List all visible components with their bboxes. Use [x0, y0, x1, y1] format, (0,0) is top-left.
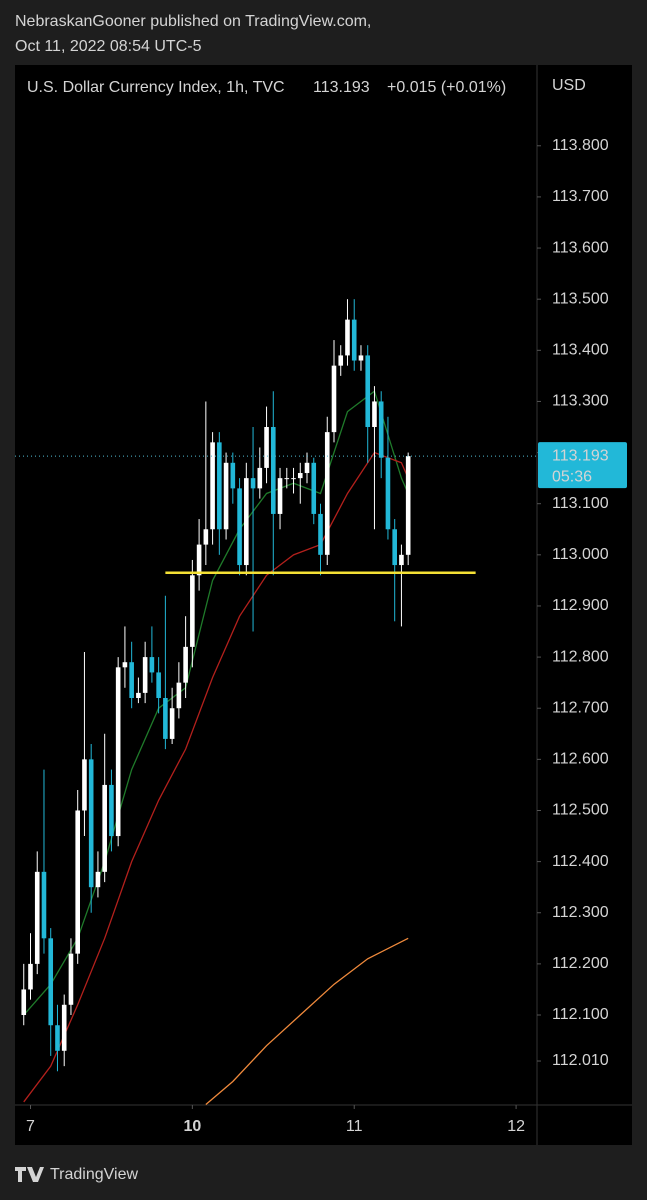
x-tick-label: 7 — [26, 1118, 35, 1135]
candle-body — [223, 462, 229, 530]
candle-body — [264, 427, 269, 468]
candle-body — [250, 478, 256, 489]
candle-body — [358, 355, 364, 361]
candle-body — [34, 871, 40, 964]
x-tick-label: 11 — [346, 1118, 363, 1135]
y-tick-label: 112.100 — [552, 1006, 609, 1023]
x-tick-label: 10 — [183, 1118, 201, 1135]
candle-body — [270, 427, 276, 514]
candle-body — [75, 810, 81, 954]
candle-body — [169, 708, 175, 739]
y-tick-label: 113.300 — [552, 393, 609, 410]
publish-date: Oct 11, 2022 08:54 UTC-5 — [15, 38, 202, 55]
candle-body — [68, 953, 74, 1005]
candle-body — [372, 401, 377, 428]
y-tick-label: 113.500 — [552, 290, 609, 307]
candle-body — [284, 478, 290, 480]
candle-body — [163, 697, 168, 739]
candle-body — [324, 432, 330, 555]
candle-body — [48, 938, 54, 1026]
candle-body — [21, 989, 27, 1016]
candle-body — [237, 488, 242, 566]
candle-body — [156, 672, 161, 698]
candle-body — [399, 554, 404, 566]
y-tick-label: 113.400 — [552, 342, 609, 359]
candle-body — [88, 759, 94, 888]
price-tag-value: 113.193 — [552, 447, 609, 464]
candle-body — [405, 456, 411, 555]
y-tick-label: 113.700 — [552, 188, 609, 205]
y-tick-label: 112.700 — [552, 699, 609, 716]
candle-body — [129, 662, 134, 698]
candle-body — [190, 575, 195, 647]
candle-body — [115, 667, 121, 837]
candle-body — [61, 1004, 67, 1051]
candle-body — [277, 478, 283, 514]
legend-change: +0.015 (+0.01%) — [387, 79, 506, 96]
moving-average — [205, 937, 409, 1105]
y-tick-label: 113.600 — [552, 239, 609, 256]
candle-body — [392, 529, 397, 566]
candle-body — [291, 478, 296, 480]
plot-area — [21, 299, 476, 1105]
candle-body — [351, 319, 357, 361]
moving-average — [23, 451, 409, 1103]
y-tick-label: 112.500 — [552, 802, 609, 819]
candle-body — [210, 442, 215, 530]
x-tick-label: 12 — [507, 1118, 525, 1135]
candle-body — [149, 657, 155, 673]
candle-body — [183, 646, 188, 683]
candle-body — [41, 871, 47, 939]
y-tick-label: 112.200 — [552, 955, 609, 972]
y-tick-label: 113.100 — [552, 495, 609, 512]
logo — [15, 1167, 44, 1182]
y-tick-label: 113.000 — [552, 546, 609, 563]
candle-body — [109, 784, 114, 837]
y-tick-label: 112.600 — [552, 751, 609, 768]
publisher: NebraskanGooner published on TradingView… — [15, 13, 371, 30]
candle-body — [378, 401, 384, 458]
symbol: U.S. Dollar Currency Index, 1h, TVC — [27, 79, 285, 96]
candle-body — [297, 473, 303, 479]
candle-body — [82, 759, 87, 811]
chart-panel — [15, 65, 632, 1145]
y-tick-label: 112.800 — [552, 648, 609, 665]
candle-body — [176, 682, 182, 709]
candle-body — [102, 784, 107, 872]
y-tick-label: 112.300 — [552, 904, 609, 921]
candle-body — [142, 657, 148, 693]
currency: USD — [552, 77, 586, 94]
y-tick-label: 112.900 — [552, 597, 609, 614]
candle-body — [203, 529, 209, 545]
candle-body — [257, 467, 263, 489]
y-tick-label: 112.010 — [552, 1052, 609, 1069]
y-tick-label: 113.800 — [552, 137, 609, 154]
y-tick-label: 112.400 — [552, 853, 609, 870]
candle-body — [95, 871, 101, 888]
price-tag — [538, 442, 627, 489]
candle-body — [331, 365, 337, 433]
brand: TradingView — [50, 1166, 138, 1183]
candle-body — [28, 963, 33, 990]
candle-body — [338, 355, 344, 366]
legend-price: 113.193 — [313, 79, 370, 96]
candle-body — [244, 478, 249, 566]
axes: 112.010 112.100 112.200 112.300 112.400 112.5… — [15, 137, 627, 1135]
candle-body — [230, 462, 236, 489]
candle-body — [217, 442, 222, 530]
candle-body — [55, 1025, 60, 1051]
candle-body — [311, 462, 317, 514]
candle-body — [345, 319, 350, 356]
candle-body — [196, 544, 202, 576]
candle-body — [365, 355, 371, 428]
candle-body — [136, 692, 141, 698]
candle-body — [122, 662, 128, 668]
footer-logo: TradingView — [15, 1166, 138, 1183]
candle-body — [304, 462, 310, 474]
candle-body — [318, 513, 323, 555]
countdown: 05:36 — [552, 468, 592, 485]
candle-body — [385, 457, 391, 530]
